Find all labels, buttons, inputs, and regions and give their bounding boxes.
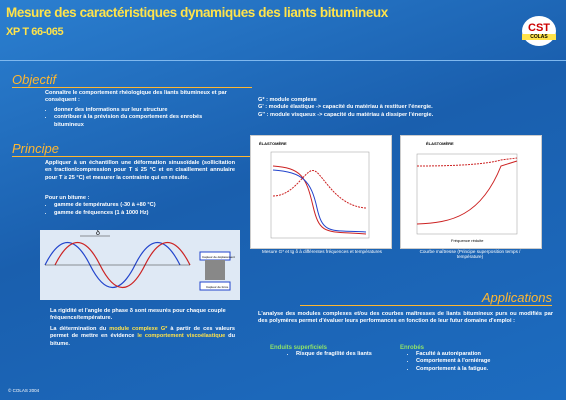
title: Mesure des caractéristiques dynamiques d… (6, 5, 388, 20)
sensor-label: Capteur de déplacement (202, 255, 235, 259)
text: à partir de ces valeurs permet de mettre… (50, 326, 235, 340)
highlight: le comportement viscoélastique (137, 333, 226, 340)
bullet: gamme de températures (-30 à +80 °C) (54, 202, 235, 209)
intro: Connaître le comportement rhéologique de… (45, 90, 227, 104)
figure-label: ÉLASTOMÈRE (426, 141, 454, 146)
plot-frame (416, 153, 518, 235)
group: Enduits superficiels Risque de fragilité… (270, 345, 372, 358)
figure: ÉLASTOMÈRE (250, 135, 392, 249)
curve (416, 157, 518, 167)
divider (0, 60, 566, 61)
plot-frame (270, 151, 370, 239)
footer: © COLAS 2004 (8, 388, 40, 393)
principe-text: Appliquer à un échantillon une déformati… (45, 160, 235, 181)
bullet: contribuer à la prévision du comportemen… (54, 114, 230, 129)
curve (272, 170, 367, 209)
section-heading: Principe (12, 141, 252, 157)
sample (205, 260, 225, 280)
bitume: Pour un bitume : gamme de températures (… (45, 195, 235, 217)
subtitle: XP T 66-065 (6, 26, 64, 38)
logo-text: CST (528, 22, 550, 34)
caption: Courbe maîtresse (Principe superposition… (419, 249, 521, 259)
wave (44, 241, 181, 289)
bitume-intro: Pour un bitume : (45, 195, 90, 201)
sensor-label: Capteur de force (206, 285, 229, 289)
group-title: Enduits superficiels (270, 345, 328, 351)
modules: G* : module complexe G' : module élastiq… (258, 97, 518, 119)
curve (272, 169, 367, 233)
logo: CST COLAS (522, 16, 556, 46)
module: G' : module élastique -> capacité du mat… (258, 104, 433, 111)
sine-diagram: δ Capteur de déplacement Capteur de forc… (40, 230, 240, 300)
figure: ÉLASTOMÈRE Fréquence réduite (400, 135, 542, 249)
group: Enrobés Faculté à autoréparationComporte… (400, 345, 490, 373)
item: Faculté à autoréparation (416, 351, 490, 358)
group-title: Enrobés (400, 345, 425, 351)
curve (272, 165, 367, 235)
objectif-text: Connaître le comportement rhéologique de… (45, 90, 230, 129)
curve (416, 160, 518, 225)
delta: δ (96, 230, 100, 237)
module: G* : module complexe (258, 97, 317, 103)
measure: La rigidité et l'angle de phase δ sont m… (50, 308, 226, 322)
item: Comportement à l'orniérage (416, 358, 490, 365)
caption: Mesure G* et tg δ à différentes fréquenc… (262, 249, 382, 254)
logo-sub: COLAS (522, 34, 556, 40)
highlight: module complexe G* (109, 326, 168, 332)
text: La détermination du (50, 326, 110, 332)
conclusion: La détermination du module complexe G* à… (50, 326, 235, 348)
applications-text: L'analyse des modules complexes et/ou de… (258, 311, 553, 325)
item: Risque de fragilité des liants (296, 351, 372, 358)
section-heading: Objectif (12, 72, 252, 88)
bullet: gamme de fréquences (1 à 1000 Hz) (54, 210, 235, 217)
axis-label: Fréquence réduite (451, 238, 484, 243)
bullet: donner des informations sur leur structu… (54, 107, 230, 114)
module: G'' : module visqueux -> capacité du mat… (258, 111, 434, 118)
figure-label: ÉLASTOMÈRE (259, 141, 287, 146)
text: du bitume. (50, 333, 235, 347)
wave (54, 241, 191, 289)
item: Comportement à la fatigue. (416, 366, 490, 373)
section-heading: Applications (300, 290, 552, 306)
sensor (199, 281, 231, 291)
